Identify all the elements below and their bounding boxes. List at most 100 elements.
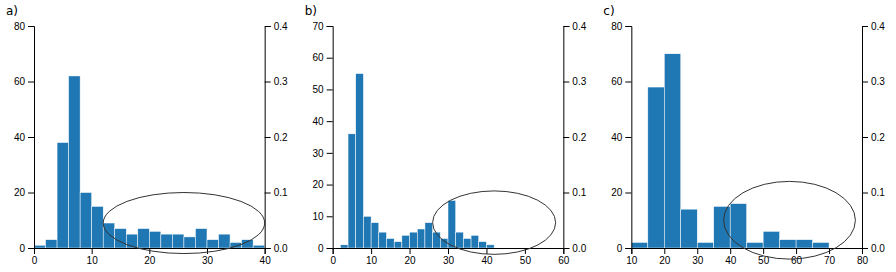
y2-axis-tick-mark — [563, 193, 569, 194]
bar — [103, 223, 115, 248]
bar — [46, 240, 58, 248]
bar — [730, 204, 746, 248]
x-axis-tick-label: 0 — [32, 255, 38, 266]
bar — [379, 232, 387, 248]
x-axis-tick-label: 0 — [330, 255, 336, 266]
y-axis-tick: 80 — [611, 21, 631, 32]
y2-axis-tick: 0.4 — [563, 21, 586, 32]
y2-axis-tick-mark — [563, 26, 569, 27]
y-axis-tick-mark — [327, 216, 333, 217]
y-axis-tick: 20 — [313, 179, 333, 190]
bar — [394, 242, 402, 248]
y2-axis: 0.0 0.1 0.2 0.3 0.4 — [862, 21, 885, 254]
y-axis-tick: 40 — [14, 132, 34, 143]
y-axis-tick-label: 40 — [611, 132, 623, 143]
y2-axis-tick-mark — [563, 248, 569, 249]
y-axis-tick-label: 70 — [313, 21, 325, 32]
bar — [402, 235, 410, 248]
panel: 10203040506070800204060800.00.10.20.30.4 — [611, 21, 885, 266]
bar — [425, 223, 433, 248]
bar — [138, 229, 150, 248]
y-axis-tick-label: 30 — [313, 148, 325, 159]
y2-axis-tick-label: 0.0 — [871, 243, 885, 254]
x-axis-tick-mark — [207, 248, 208, 254]
x-axis-tick-mark — [697, 248, 698, 254]
bar — [161, 234, 173, 248]
x-axis-tick-mark — [730, 248, 731, 254]
bar — [456, 232, 464, 248]
y2-axis-tick-label: 0.4 — [871, 21, 885, 32]
x-axis-tick: 30 — [692, 248, 704, 266]
y2-axis-tick-label: 0.3 — [572, 76, 586, 87]
y2-axis-tick-label: 0.2 — [572, 132, 586, 143]
y-axis-tick-label: 10 — [313, 211, 325, 222]
y2-axis-tick-mark — [265, 26, 271, 27]
bar — [664, 54, 680, 248]
bar — [533, 248, 541, 249]
x-axis-tick-label: 60 — [791, 255, 803, 266]
y2-axis-tick-mark — [563, 137, 569, 138]
y-axis: 0 10 20 30 40 50 60 70 — [313, 21, 334, 254]
y2-axis-tick: 0.1 — [862, 187, 885, 198]
y2-axis-tick-mark — [265, 137, 271, 138]
y-axis-tick: 20 — [611, 187, 631, 198]
x-axis-tick: 80 — [857, 248, 869, 266]
y2-axis-line — [265, 27, 271, 249]
y-axis-tick: 60 — [14, 76, 34, 87]
y2-axis-tick: 0.4 — [265, 21, 288, 32]
y2-axis-tick: 0.3 — [862, 76, 885, 87]
bar — [34, 245, 46, 248]
bar — [115, 229, 127, 248]
bar — [780, 240, 796, 248]
y-axis-tick-mark — [625, 193, 631, 194]
y-axis-tick: 20 — [14, 187, 34, 198]
bar — [631, 242, 647, 248]
y-axis-tick-label: 80 — [14, 21, 26, 32]
y-axis-tick-label: 50 — [313, 84, 325, 95]
y-axis-tick-label: 0 — [318, 243, 324, 254]
bar — [253, 245, 265, 248]
bar — [195, 229, 207, 248]
bar — [796, 240, 812, 248]
x-axis-tick: 40 — [260, 248, 272, 266]
bar — [80, 193, 92, 249]
y2-axis-tick: 0.2 — [862, 132, 885, 143]
bar — [540, 248, 548, 249]
y2-axis-line — [863, 27, 869, 249]
ellipse — [103, 193, 264, 254]
x-axis-tick-label: 70 — [824, 255, 836, 266]
figure: 0102030400204060800.00.10.20.30.4a)01020… — [0, 0, 896, 272]
bar — [494, 248, 502, 249]
y-axis-tick-mark — [625, 26, 631, 27]
y2-axis-line — [564, 27, 570, 249]
y-axis-tick-mark — [327, 185, 333, 186]
bar — [510, 248, 518, 249]
bar — [219, 234, 231, 248]
bar — [763, 231, 779, 248]
y-axis-tick-label: 20 — [14, 187, 26, 198]
y-axis-tick-mark — [327, 121, 333, 122]
y-axis-tick-label: 60 — [313, 52, 325, 63]
y2-axis-tick-mark — [563, 82, 569, 83]
bar — [386, 238, 394, 248]
y2-axis-tick-label: 0.2 — [274, 132, 288, 143]
y-axis-tick-label: 80 — [611, 21, 623, 32]
bar — [517, 248, 525, 249]
y2-axis-tick: 0.3 — [563, 76, 586, 87]
x-axis-tick-label: 20 — [144, 255, 156, 266]
x-axis-tick-label: 30 — [202, 255, 214, 266]
y2-axis: 0.00.10.20.30.4 — [265, 21, 288, 254]
y-axis-tick: 40 — [313, 116, 333, 127]
y2-axis-tick-mark — [862, 248, 868, 249]
panel: 01020304050600102030405060700.00.10.20.3… — [313, 21, 587, 266]
y-axis-tick-mark — [28, 248, 34, 249]
y2-axis-tick: 0.2 — [563, 132, 586, 143]
x-axis-tick-label: 10 — [626, 255, 638, 266]
x-axis-tick-label: 10 — [366, 255, 378, 266]
y2-axis-tick-label: 0.3 — [871, 76, 885, 87]
x-axis-tick: 10 — [626, 248, 638, 266]
bar — [813, 242, 829, 248]
bar — [363, 216, 371, 248]
bars — [34, 76, 265, 248]
x-axis-tick: 40 — [725, 248, 737, 266]
